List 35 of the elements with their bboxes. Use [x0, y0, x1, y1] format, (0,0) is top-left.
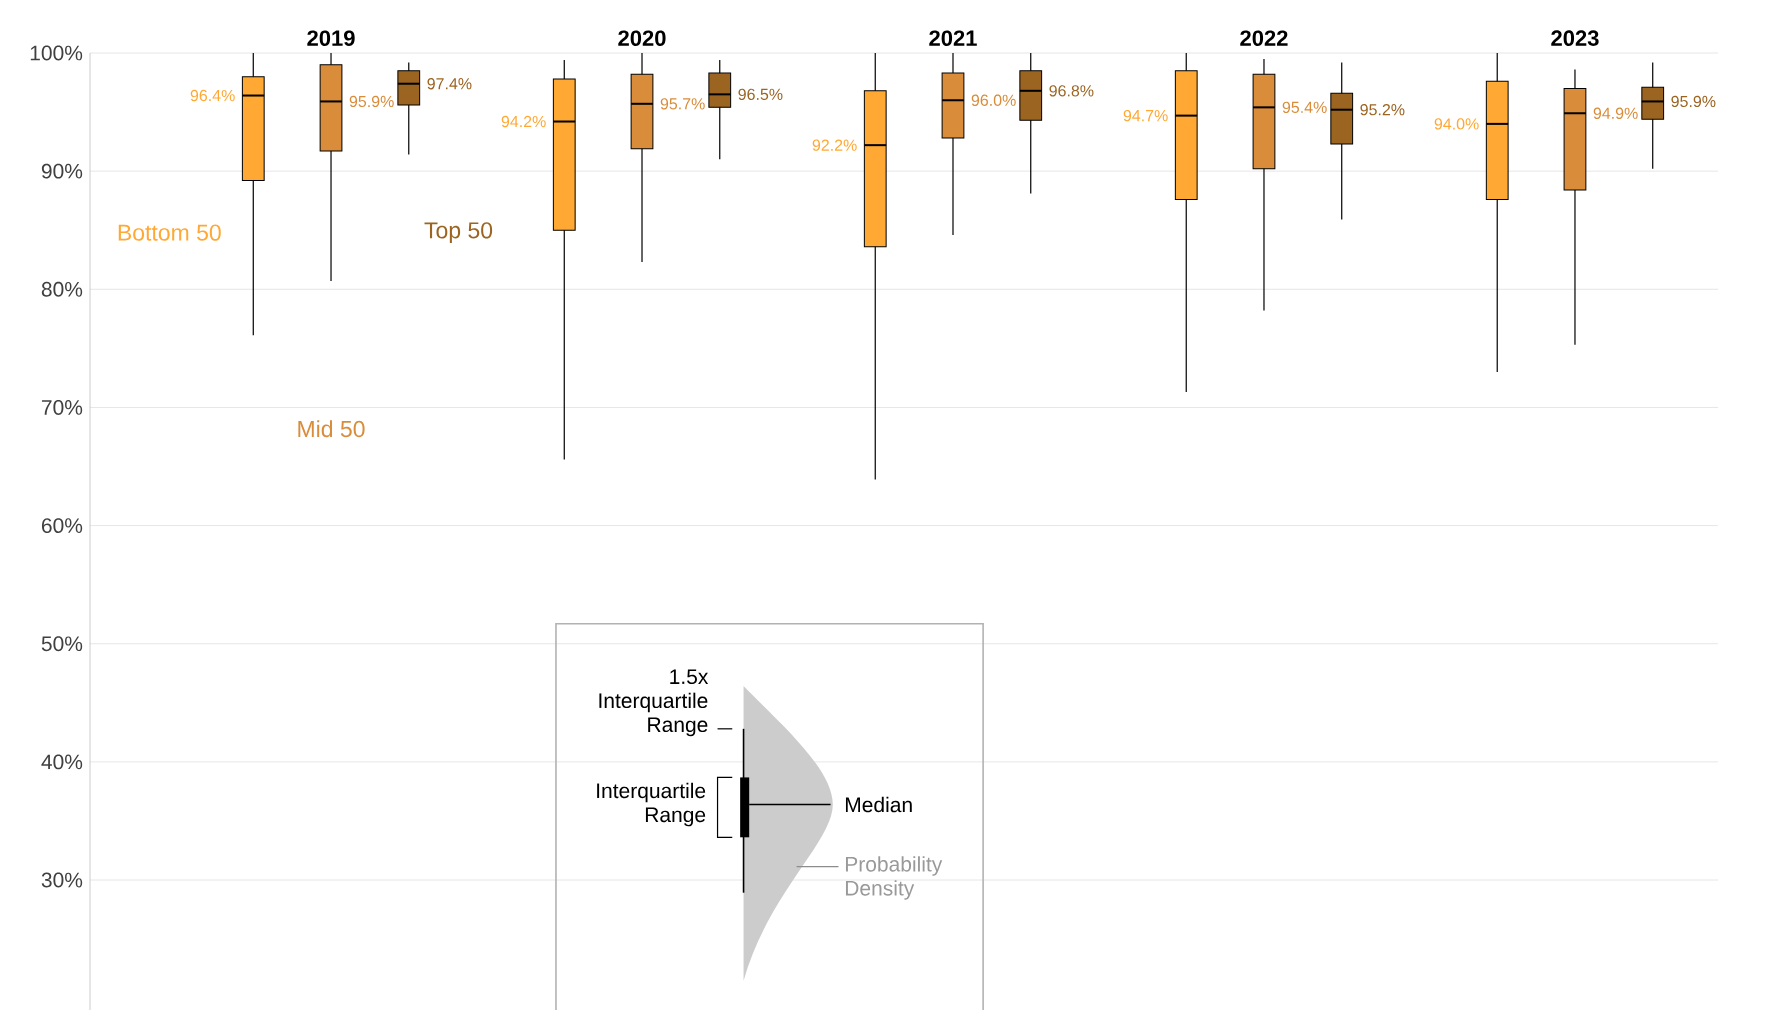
- annotation: Interquartile Range: [597, 782, 706, 827]
- text: 94.9%: [1593, 107, 1638, 119]
- annotation: Median: [845, 796, 912, 813]
- text: 94.2%: [501, 115, 546, 128]
- text: 95.9%: [1671, 95, 1716, 108]
- y-tick-label: 30%: [41, 872, 83, 888]
- x-tick-label: 2022: [1240, 30, 1288, 46]
- text: Bottom 50: [118, 224, 221, 241]
- y-tick-label: 60%: [41, 518, 83, 534]
- y-tick-label: 90%: [41, 163, 83, 179]
- x-tick-label: 2020: [618, 30, 666, 46]
- annotation: Probability Density: [845, 856, 943, 900]
- text: 96.8%: [1049, 85, 1094, 97]
- y-tick-label: 40%: [41, 754, 83, 770]
- y-tick-label: 80%: [41, 281, 83, 297]
- text: 97.4%: [427, 78, 472, 90]
- text: 95.4%: [1282, 101, 1327, 114]
- text: 96.5%: [738, 88, 783, 101]
- x-tick-label: 2021: [929, 30, 977, 46]
- x-tick-label: 2023: [1551, 30, 1599, 46]
- y-tick-label: 50%: [41, 636, 83, 652]
- text: 94.7%: [1123, 109, 1168, 122]
- text: 95.2%: [1360, 104, 1405, 116]
- text: Mid 50: [298, 420, 365, 438]
- y-tick-label: 100%: [30, 45, 83, 61]
- text: 96.4%: [190, 89, 235, 102]
- annotation: 1.5x Interquartile Range: [599, 669, 709, 737]
- text: 92.2%: [812, 139, 857, 151]
- y-tick-label: 70%: [41, 400, 83, 415]
- text: 95.9%: [349, 95, 394, 108]
- text: 95.7%: [660, 98, 705, 110]
- x-tick-label: 2019: [307, 30, 355, 46]
- text: Top 50: [424, 222, 493, 243]
- text: 94.0%: [1434, 118, 1479, 130]
- text: 96.0%: [971, 94, 1016, 106]
